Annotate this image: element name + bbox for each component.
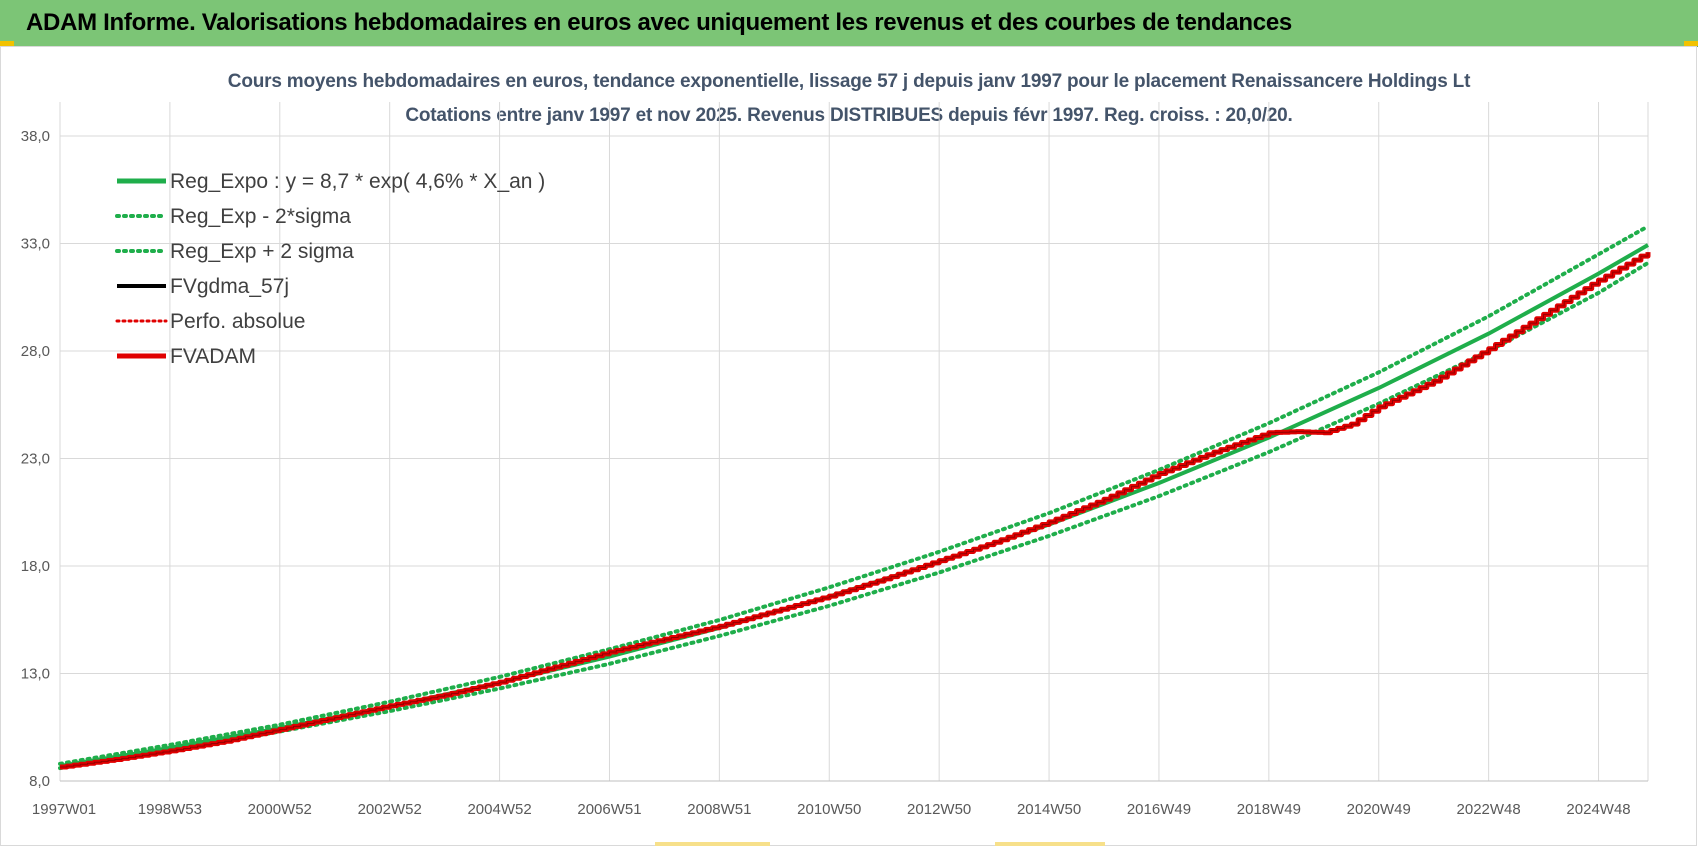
x-tick-label: 1998W53 (138, 801, 202, 818)
x-tick-label: 2014W50 (1017, 801, 1081, 818)
x-tick-label: 2004W52 (467, 801, 531, 818)
header-title: ADAM Informe. Valorisations hebdomadaire… (26, 9, 1292, 36)
y-tick-label: 28,0 (21, 343, 50, 360)
series-reg_minus (58, 260, 1650, 771)
x-tick-label: 2020W49 (1347, 801, 1411, 818)
legend: Reg_Expo : y = 8,7 * exp( 4,6% * X_an ) R… (115, 170, 545, 368)
corner-marker-left (0, 41, 14, 46)
legend-label-reg_expo: Reg_Expo : y = 8,7 * exp( 4,6% * X_an ) (170, 170, 545, 193)
legend-label-perfo: Perfo. absolue (170, 310, 305, 333)
x-tick-label: 2024W48 (1566, 801, 1630, 818)
legend-label-reg_minus: Reg_Exp - 2*sigma (170, 205, 351, 228)
x-tick-label: 2006W51 (577, 801, 641, 818)
series-layer (58, 224, 1651, 771)
bottom-strip-1 (655, 842, 770, 846)
x-tick-label: 2018W49 (1237, 801, 1301, 818)
y-tick-label: 8,0 (29, 773, 50, 790)
y-tick-label: 13,0 (21, 666, 50, 683)
x-tick-label: 2002W52 (358, 801, 422, 818)
chart-title-line1: Cours moyens hebdomadaires en euros, ten… (227, 71, 1471, 92)
x-tick-label: 2022W48 (1457, 801, 1521, 818)
bottom-strip-2 (995, 842, 1105, 846)
chart-frame (0, 46, 1697, 846)
chart-title-line2: Cotations entre janv 1997 et nov 2025. R… (405, 105, 1293, 126)
grid-layer (59, 102, 1649, 782)
x-tick-label: 2012W50 (907, 801, 971, 818)
y-tick-label: 18,0 (21, 558, 50, 575)
legend-label-fvgdma: FVgdma_57j (170, 275, 289, 298)
series-fvgdma (60, 252, 1649, 768)
header-banner: ADAM Informe. Valorisations hebdomadaire… (0, 0, 1698, 47)
x-tick-label: 2010W50 (797, 801, 861, 818)
x-tick-label: 1997W01 (32, 801, 96, 818)
legend-label-reg_plus: Reg_Exp + 2 sigma (170, 240, 354, 263)
series-fvadam (60, 252, 1651, 770)
series-reg_plus (58, 224, 1650, 766)
y-tick-label: 33,0 (21, 236, 50, 253)
x-tick-label: 2016W49 (1127, 801, 1191, 818)
corner-marker-right (1684, 41, 1698, 46)
x-tick-label: 2008W51 (687, 801, 751, 818)
y-tick-label: 38,0 (21, 128, 50, 145)
legend-label-fvadam: FVADAM (170, 345, 256, 368)
y-tick-label: 23,0 (21, 451, 50, 468)
axis-layer: 8,0 13,0 18,0 23,0 28,0 33,0 38,0 1997W01 1998W5… (21, 128, 1648, 818)
x-tick-label: 2000W52 (248, 801, 312, 818)
